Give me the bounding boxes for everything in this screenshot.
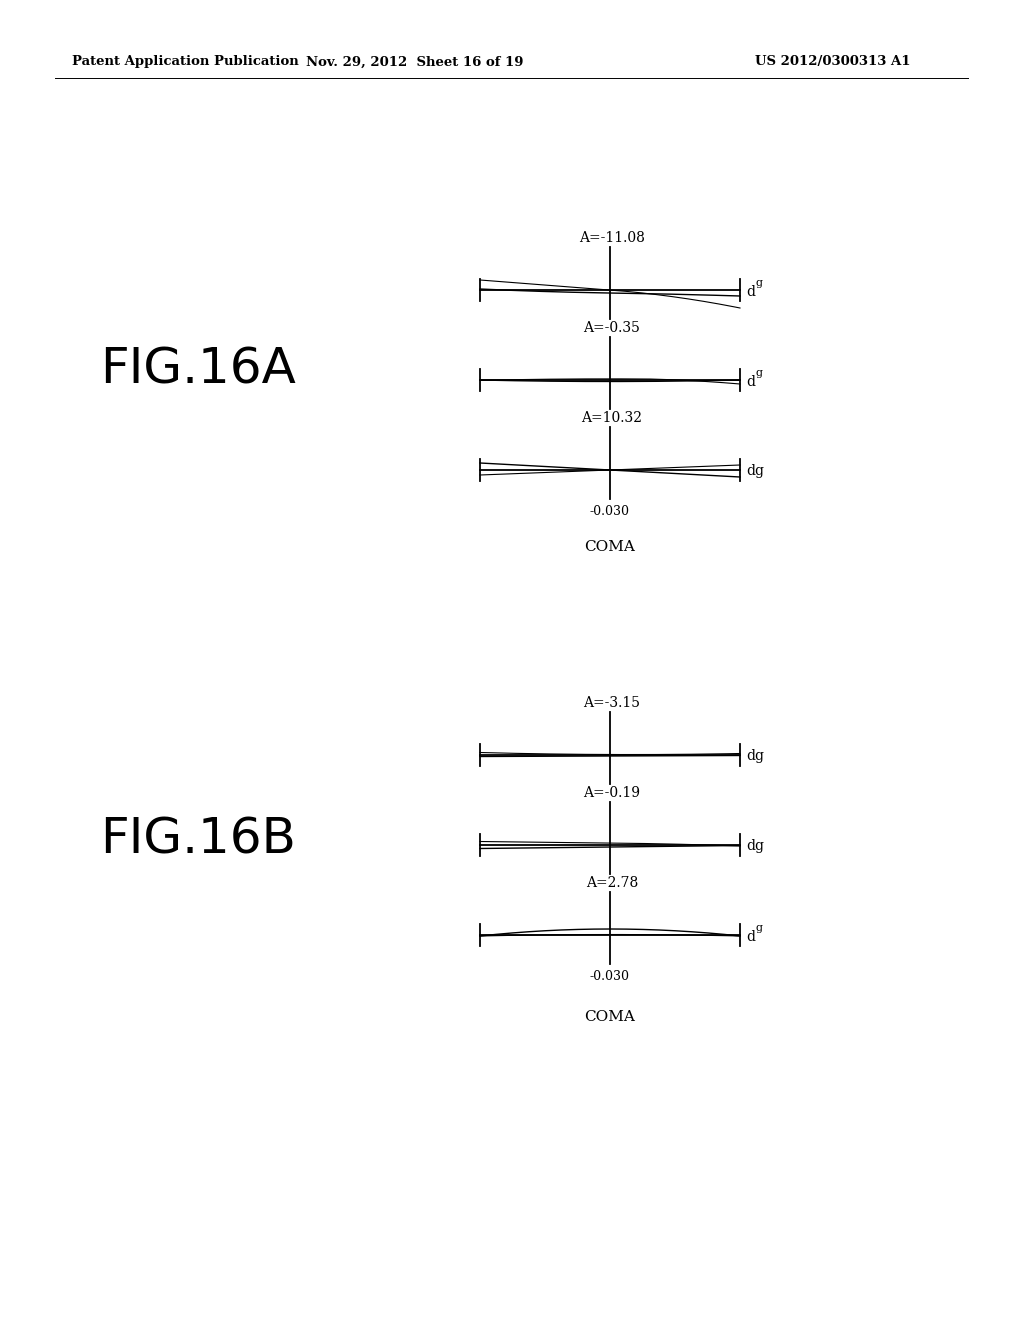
Text: A=-0.35: A=-0.35 <box>584 321 640 335</box>
Text: COMA: COMA <box>585 540 636 554</box>
Text: d: d <box>746 931 755 944</box>
Text: Patent Application Publication: Patent Application Publication <box>72 55 299 69</box>
Text: A=-0.19: A=-0.19 <box>584 785 640 800</box>
Text: g: g <box>755 368 762 378</box>
Text: A=-3.15: A=-3.15 <box>584 696 640 710</box>
Text: Nov. 29, 2012  Sheet 16 of 19: Nov. 29, 2012 Sheet 16 of 19 <box>306 55 523 69</box>
Text: dg: dg <box>746 748 764 763</box>
Text: -0.030: -0.030 <box>590 970 630 983</box>
Text: A=10.32: A=10.32 <box>582 411 642 425</box>
Text: d: d <box>746 375 755 389</box>
Text: FIG.16A: FIG.16A <box>100 346 296 393</box>
Text: dg: dg <box>746 840 764 853</box>
Text: dg: dg <box>746 465 764 478</box>
Text: g: g <box>755 279 762 288</box>
Text: A=2.78: A=2.78 <box>586 876 638 890</box>
Text: g: g <box>755 923 762 933</box>
Text: -0.030: -0.030 <box>590 506 630 517</box>
Text: US 2012/0300313 A1: US 2012/0300313 A1 <box>755 55 910 69</box>
Text: d: d <box>746 285 755 300</box>
Text: FIG.16B: FIG.16B <box>100 816 296 865</box>
Text: COMA: COMA <box>585 1010 636 1024</box>
Text: A=-11.08: A=-11.08 <box>579 231 645 246</box>
